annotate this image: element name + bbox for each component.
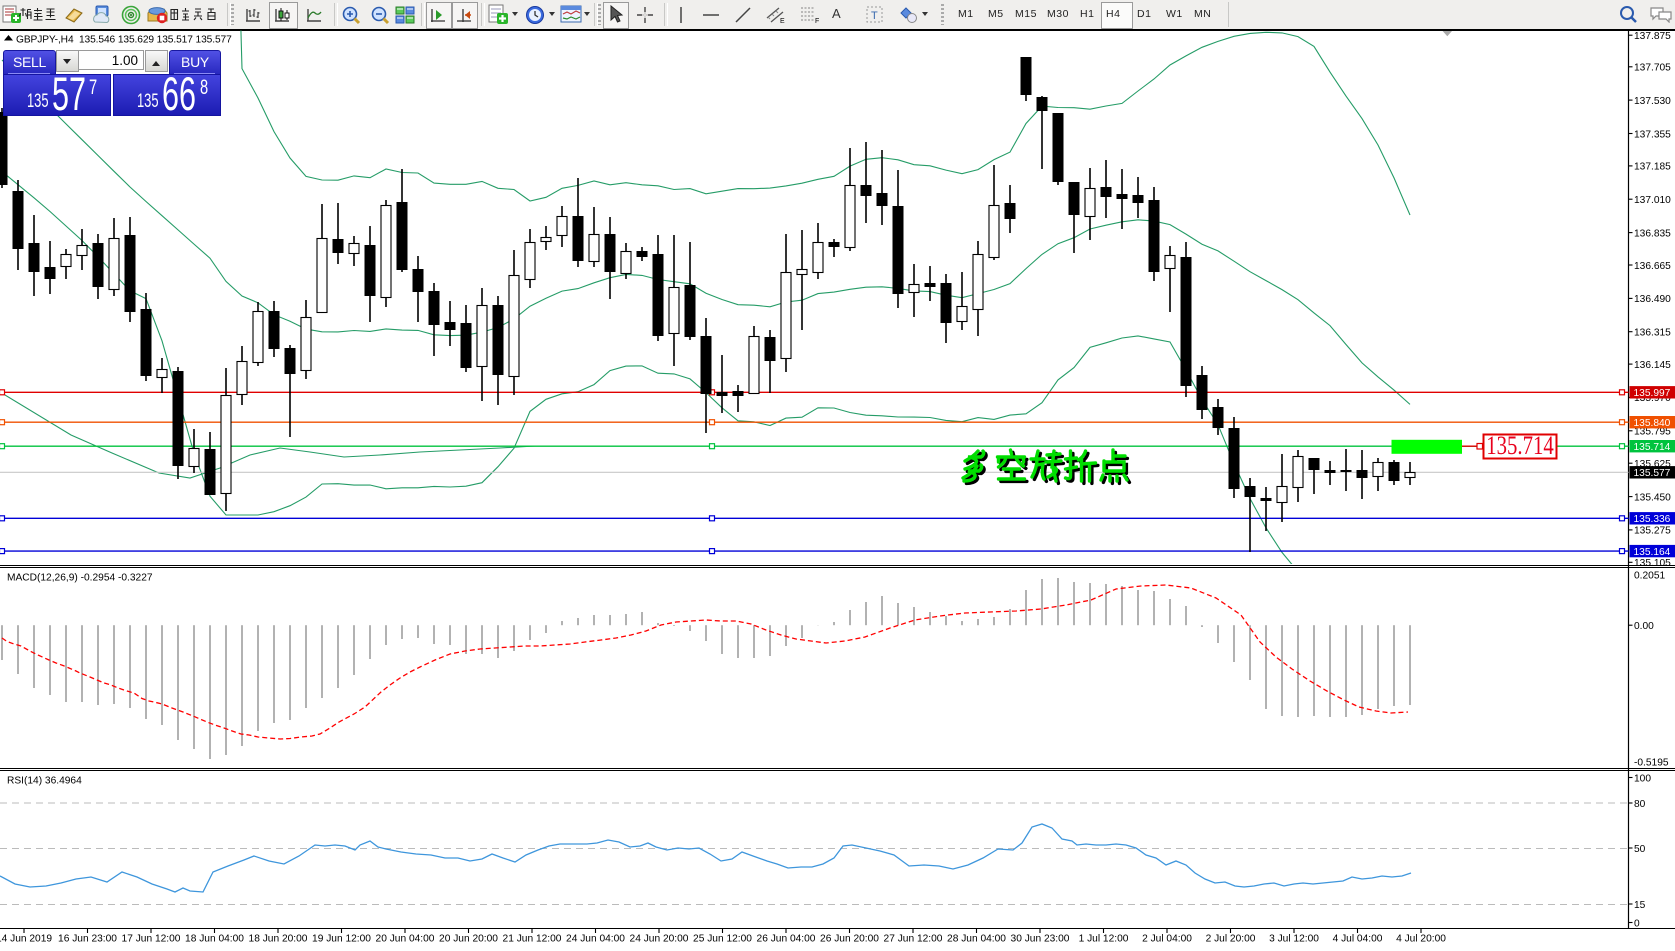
svg-text:25 Jun 12:00: 25 Jun 12:00 [693, 934, 752, 945]
svg-text:2 Jul 04:00: 2 Jul 04:00 [1142, 934, 1192, 945]
svg-text:137.185: 137.185 [1634, 162, 1671, 173]
svg-text:26 Jun 04:00: 26 Jun 04:00 [757, 934, 816, 945]
svg-text:17 Jun 12:00: 17 Jun 12:00 [122, 934, 181, 945]
svg-text:GBPJPY-,H4 135.546 135.629 13: GBPJPY-,H4 135.546 135.629 135.517 135.5… [16, 35, 232, 46]
svg-text:100: 100 [1634, 773, 1651, 784]
svg-text:15: 15 [1634, 900, 1646, 911]
svg-text:136.315: 136.315 [1634, 328, 1671, 339]
svg-text:20 Jun 04:00: 20 Jun 04:00 [376, 934, 435, 945]
svg-text:24 Jun 20:00: 24 Jun 20:00 [630, 934, 689, 945]
svg-text:136.665: 136.665 [1634, 261, 1671, 272]
svg-text:136.835: 136.835 [1634, 228, 1671, 239]
svg-text:19 Jun 12:00: 19 Jun 12:00 [312, 934, 371, 945]
svg-text:135.450: 135.450 [1634, 492, 1671, 503]
svg-text:80: 80 [1634, 799, 1646, 810]
svg-text:18 Jun 20:00: 18 Jun 20:00 [249, 934, 308, 945]
svg-text:135.714: 135.714 [1634, 442, 1671, 453]
svg-text:137.010: 137.010 [1634, 195, 1671, 206]
svg-text:E: E [780, 18, 785, 25]
svg-text:135.970: 135.970 [1634, 393, 1671, 404]
svg-text:135.795: 135.795 [1634, 427, 1671, 438]
svg-text:137.875: 137.875 [1634, 31, 1671, 42]
svg-text:135.105: 135.105 [1634, 558, 1671, 569]
svg-text:135.164: 135.164 [1634, 547, 1671, 558]
svg-text:137.705: 137.705 [1634, 63, 1671, 74]
svg-text:0: 0 [1634, 918, 1640, 929]
svg-text:18 Jun 04:00: 18 Jun 04:00 [185, 934, 244, 945]
svg-text:137.530: 137.530 [1634, 96, 1671, 107]
svg-text:F: F [815, 18, 819, 25]
svg-text:20 Jun 20:00: 20 Jun 20:00 [439, 934, 498, 945]
svg-text:136.145: 136.145 [1634, 360, 1671, 371]
svg-text:3 Jul 12:00: 3 Jul 12:00 [1269, 934, 1319, 945]
svg-text:136.490: 136.490 [1634, 294, 1671, 305]
svg-text:135.336: 135.336 [1634, 514, 1671, 525]
svg-text:MACD(12,26,9) -0.2954 -0.3227: MACD(12,26,9) -0.2954 -0.3227 [7, 573, 153, 584]
svg-text:135.275: 135.275 [1634, 526, 1671, 537]
svg-text:135.577: 135.577 [1634, 468, 1671, 479]
svg-text:14 Jun 2019: 14 Jun 2019 [0, 934, 52, 945]
svg-text:137.355: 137.355 [1634, 129, 1671, 140]
svg-text:50: 50 [1634, 844, 1646, 855]
svg-text:0.2051: 0.2051 [1634, 571, 1665, 582]
svg-text:2 Jul 20:00: 2 Jul 20:00 [1206, 934, 1256, 945]
svg-text:0.00: 0.00 [1634, 621, 1654, 632]
svg-text:RSI(14) 36.4964: RSI(14) 36.4964 [7, 776, 82, 787]
svg-text:21 Jun 12:00: 21 Jun 12:00 [503, 934, 562, 945]
svg-text:135.840: 135.840 [1634, 418, 1671, 429]
svg-text:24 Jun 04:00: 24 Jun 04:00 [566, 934, 625, 945]
svg-text:4 Jul 04:00: 4 Jul 04:00 [1333, 934, 1383, 945]
svg-text:27 Jun 12:00: 27 Jun 12:00 [884, 934, 943, 945]
svg-text:30 Jun 23:00: 30 Jun 23:00 [1011, 934, 1070, 945]
svg-text:135.625: 135.625 [1634, 459, 1671, 470]
svg-text:4 Jul 20:00: 4 Jul 20:00 [1396, 934, 1446, 945]
svg-text:135.714: 135.714 [1486, 432, 1554, 461]
svg-text:28 Jun 04:00: 28 Jun 04:00 [947, 934, 1006, 945]
svg-text:26 Jun 20:00: 26 Jun 20:00 [820, 934, 879, 945]
svg-text:T: T [871, 10, 878, 22]
svg-text:135.997: 135.997 [1634, 388, 1671, 399]
svg-text:16 Jun 23:00: 16 Jun 23:00 [58, 934, 117, 945]
svg-text:-0.5195: -0.5195 [1634, 757, 1669, 768]
svg-text:1 Jul 12:00: 1 Jul 12:00 [1079, 934, 1129, 945]
